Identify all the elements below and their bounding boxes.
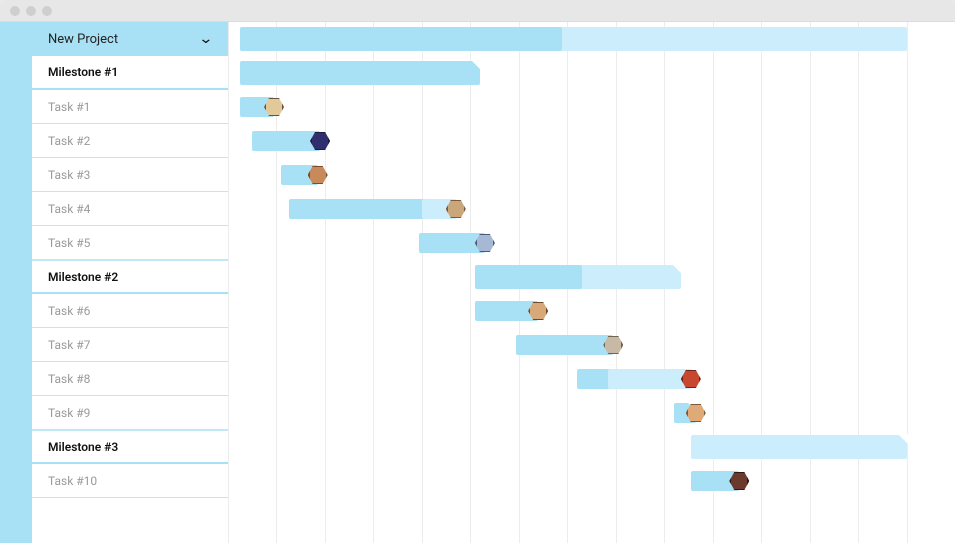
project-title: New Project [48,32,118,47]
avatar-icon [446,199,466,219]
project-dropdown[interactable]: New Project ⌄ [32,22,228,56]
assignee-avatar[interactable] [446,199,466,219]
assignee-avatar[interactable] [686,403,706,423]
assignee-avatar[interactable] [475,233,495,253]
content-area: New Project ⌄ Milestone #1Task #1Task #2… [0,22,955,543]
row-labels: Milestone #1Task #1Task #2Task #3Task #4… [32,56,228,498]
chart-row [228,192,955,226]
task-row[interactable]: Task #3 [32,158,228,192]
window-close-icon[interactable] [10,6,20,16]
bar-end-cut [898,434,908,444]
window-min-icon[interactable] [26,6,36,16]
milestone-bar[interactable] [691,435,907,459]
milestone-row[interactable]: Milestone #3 [32,430,228,464]
assignee-avatar[interactable] [310,131,330,151]
assignee-avatar[interactable] [729,471,749,491]
chart-row [228,56,955,90]
summary-row [228,22,955,56]
assignee-avatar[interactable] [308,165,328,185]
window-max-icon[interactable] [42,6,52,16]
task-bar[interactable] [516,335,613,355]
chart-row [228,396,955,430]
chevron-down-icon: ⌄ [199,31,214,47]
avatar-icon [686,403,706,423]
chart-row [228,464,955,498]
assignee-avatar[interactable] [681,369,701,389]
chart-row [228,328,955,362]
task-row[interactable]: Task #7 [32,328,228,362]
chart-row [228,90,955,124]
project-summary-progress [240,27,562,51]
app-window: New Project ⌄ Milestone #1Task #1Task #2… [0,0,955,543]
assignee-avatar[interactable] [264,97,284,117]
task-row[interactable]: Task #9 [32,396,228,430]
task-row[interactable]: Task #1 [32,90,228,124]
task-overlay [608,369,690,389]
chart-row [228,362,955,396]
milestone-row[interactable]: Milestone #2 [32,260,228,294]
chart-row [228,158,955,192]
avatar-icon [681,369,701,389]
left-spine [0,22,32,543]
bar-end-cut [471,60,481,70]
window-controls [10,6,52,16]
milestone-bar[interactable] [240,61,480,85]
avatar-icon [528,301,548,321]
sidebar: New Project ⌄ Milestone #1Task #1Task #2… [32,22,228,543]
chart-row [228,294,955,328]
task-row[interactable]: Task #5 [32,226,228,260]
task-row[interactable]: Task #8 [32,362,228,396]
assignee-avatar[interactable] [603,335,623,355]
window-titlebar[interactable] [0,0,955,22]
gantt-chart[interactable] [228,22,955,543]
task-bar[interactable] [577,369,691,389]
task-row[interactable]: Task #6 [32,294,228,328]
bars-layer [228,22,955,543]
chart-row [228,226,955,260]
milestone-row[interactable]: Milestone #1 [32,56,228,90]
chart-row [228,430,955,464]
task-bar[interactable] [289,199,456,219]
task-row[interactable]: Task #2 [32,124,228,158]
avatar-icon [310,131,330,151]
milestone-progress [475,265,582,289]
avatar-icon [308,165,328,185]
avatar-icon [264,97,284,117]
chart-row [228,260,955,294]
bar-end-cut [672,264,682,274]
chart-row [228,124,955,158]
task-row[interactable]: Task #4 [32,192,228,226]
avatar-icon [729,471,749,491]
task-row[interactable]: Task #10 [32,464,228,498]
avatar-icon [475,233,495,253]
assignee-avatar[interactable] [528,301,548,321]
milestone-bar[interactable] [475,265,681,289]
project-summary-bar[interactable] [240,27,906,51]
avatar-icon [603,335,623,355]
